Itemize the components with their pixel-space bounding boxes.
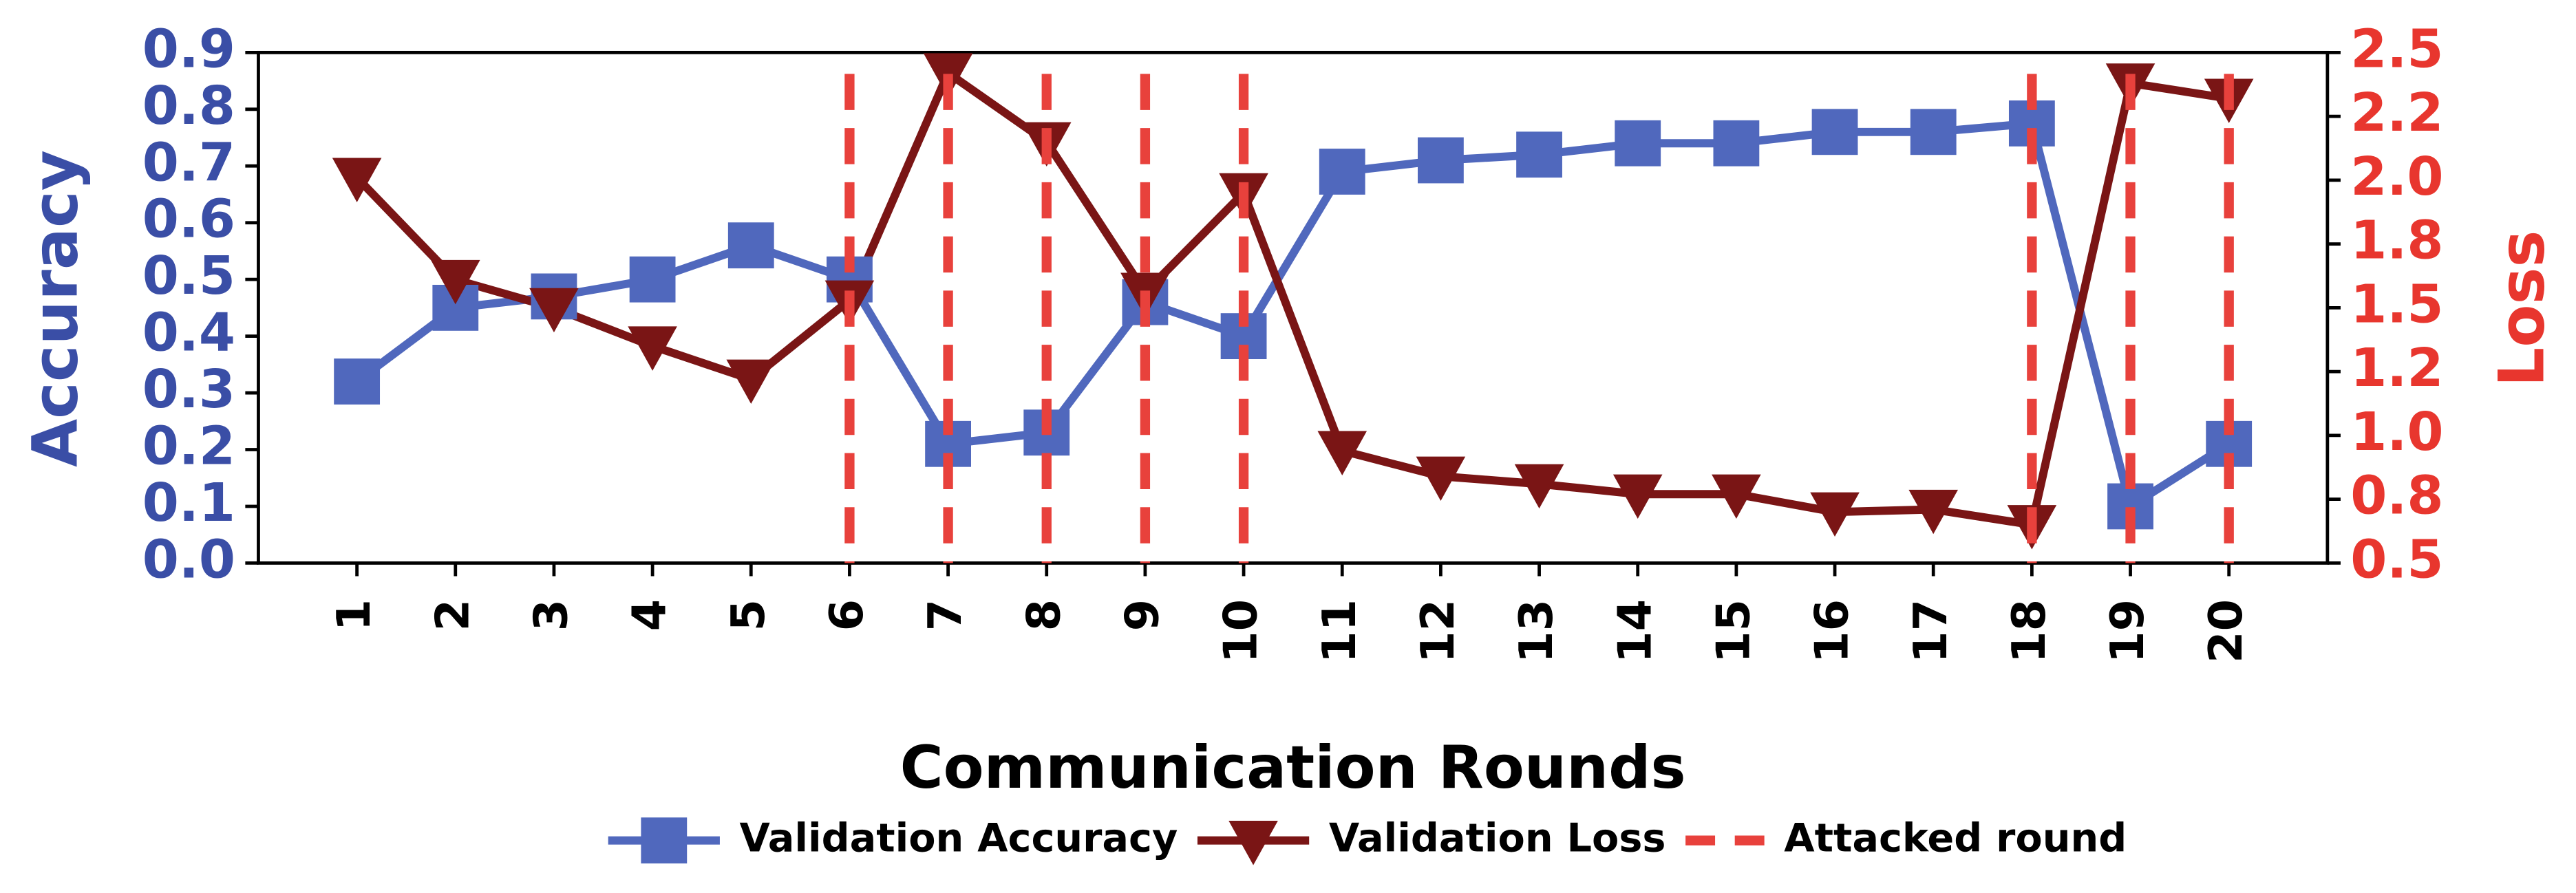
marker-square — [334, 358, 381, 405]
marker-triangle — [430, 259, 480, 305]
marker-square — [629, 256, 676, 303]
marker-triangle — [628, 326, 677, 371]
y-axis-title: Accuracy — [20, 150, 92, 467]
x-tick-label: 6 — [820, 599, 873, 631]
x-tick-label: 12 — [1411, 599, 1465, 663]
x-tick-label: 5 — [721, 599, 775, 631]
y-tick-label: 0.9 — [142, 19, 235, 80]
y-tick-label: 0.4 — [142, 303, 235, 364]
y2-tick-label: 2.0 — [2350, 147, 2443, 208]
marker-triangle — [1228, 821, 1278, 865]
x-tick-label: 2 — [425, 599, 479, 631]
y-tick-label: 0.1 — [142, 473, 235, 534]
legend-label: Validation Accuracy — [740, 815, 1178, 861]
x-tick-label: 16 — [1805, 599, 1859, 663]
x-tick-label: 4 — [623, 599, 677, 631]
marker-triangle — [1317, 431, 1367, 475]
legend: Validation Accuracy Validation Loss Attack… — [608, 815, 2127, 865]
marker-square — [727, 222, 774, 269]
y2-tick-label: 0.5 — [2350, 529, 2443, 590]
marker-square — [1615, 120, 1661, 166]
x-tick-label: 15 — [1706, 599, 1760, 663]
y2-axis-title: Loss — [2486, 230, 2558, 387]
marker-triangle — [1908, 489, 1958, 535]
y-tick-label: 0.8 — [142, 76, 235, 137]
x-tick-label: 10 — [1214, 599, 1268, 663]
x-tick-label: 11 — [1312, 599, 1366, 663]
marker-triangle — [1712, 474, 1761, 519]
marker-square — [1417, 137, 1464, 184]
marker-triangle — [1810, 492, 1860, 537]
y2-tick-label: 2.5 — [2350, 19, 2443, 80]
y-tick-label: 0.0 — [142, 529, 235, 590]
marker-square — [1713, 120, 1760, 166]
x-tick-label: 19 — [2100, 599, 2154, 663]
legend-label: Validation Loss — [1329, 815, 1666, 861]
x-tick-label: 8 — [1016, 599, 1070, 631]
x-tick-label: 14 — [1608, 599, 1661, 663]
x-tick-label: 7 — [918, 599, 972, 631]
y-tick-label: 0.5 — [142, 246, 235, 307]
y2-tick-label: 2.2 — [2350, 83, 2443, 144]
y2-tick-label: 1.0 — [2350, 402, 2443, 463]
x-tick-label: 1 — [327, 599, 381, 631]
y-tick-label: 0.3 — [142, 359, 235, 420]
y2-tick-label: 1.8 — [2350, 211, 2443, 272]
marker-triangle — [726, 359, 776, 405]
x-tick-label: 13 — [1509, 599, 1563, 663]
marker-triangle — [1416, 456, 1466, 502]
marker-triangle — [529, 288, 579, 333]
y-tick-label: 0.2 — [142, 416, 235, 477]
x-tick-label: 3 — [524, 599, 577, 631]
x-tick-label: 18 — [2002, 599, 2056, 663]
y-tick-label: 0.7 — [142, 132, 235, 193]
marker-square — [1516, 131, 1562, 178]
marker-triangle — [1612, 474, 1663, 519]
x-tick-label: 20 — [2199, 599, 2253, 663]
y2-tick-label: 1.5 — [2350, 274, 2443, 335]
y-tick-label: 0.6 — [142, 189, 235, 250]
x-tick-label: 9 — [1115, 599, 1169, 631]
x-axis-title: Communication Rounds — [900, 733, 1686, 802]
legend-label: Attacked round — [1784, 815, 2127, 861]
marker-triangle — [332, 158, 382, 202]
marker-square — [1910, 109, 1957, 155]
x-tick-label: 17 — [1904, 599, 1957, 663]
marker-square — [641, 817, 688, 864]
y2-tick-label: 0.8 — [2350, 466, 2443, 527]
marker-square — [1319, 149, 1365, 195]
series-line — [354, 69, 2230, 529]
marker-triangle — [1514, 464, 1564, 509]
y2-tick-label: 1.2 — [2350, 338, 2443, 399]
marker-square — [1811, 109, 1858, 155]
